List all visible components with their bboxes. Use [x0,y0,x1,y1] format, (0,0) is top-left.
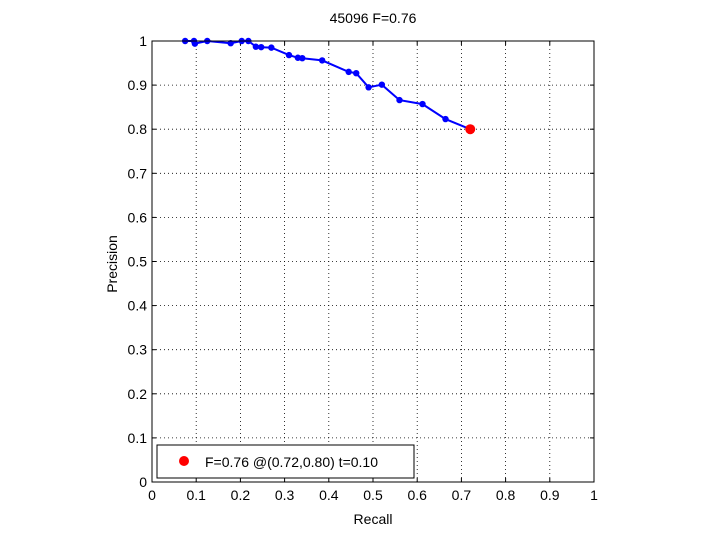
data-point [345,68,352,76]
data-point [365,84,372,91]
legend-box [156,444,415,479]
y-tick-label: 0.3 [128,342,148,358]
y-tick-label: 0.5 [128,254,148,270]
series [181,37,476,135]
axis-ticks: 0 0.1 0.2 0.3 0.4 0.5 0.6 0.7 0.8 0.9 1 0 0.1 0.2 0.3 0… [128,33,599,503]
data-point [191,40,199,47]
plot-frame [151,40,595,483]
y-tick-label: 0.1 [128,430,148,446]
y-tick-label: 0.4 [128,298,148,314]
y-tick-label: 0 [139,474,147,490]
best-f-point [465,124,476,135]
data-point [396,96,403,104]
data-point [257,43,265,51]
y-tick-label: 0.7 [128,165,148,181]
legend: F=0.76 @(0.72,0.80) t=0.10 [156,444,415,479]
x-tick-label: 0.9 [540,487,560,503]
data-point [353,69,360,77]
grid [152,41,594,482]
y-tick-label: 1 [139,33,147,49]
y-axis-label: Precision [104,235,120,293]
data-point [252,43,260,50]
data-point [268,44,275,51]
x-axis-label: Recall [354,511,393,527]
y-tick-label: 0.2 [128,386,148,402]
x-tick-label: 0.1 [186,487,206,503]
legend-label: F=0.76 @(0.72,0.80) t=0.10 [205,454,378,470]
series-line [185,39,471,131]
legend-marker [179,456,189,466]
data-point [227,40,234,47]
x-tick-label: 0.4 [319,487,339,503]
x-tick-label: 0.8 [496,487,516,503]
x-tick-label: 0.5 [363,487,383,503]
data-point [318,57,326,64]
x-tick-label: 1 [590,487,598,503]
data-point [419,100,426,108]
y-tick-label: 0.8 [128,121,148,137]
x-tick-label: 0.2 [231,487,251,503]
data-point [378,81,386,88]
y-tick-label: 0.9 [128,77,148,93]
x-tick-label: 0 [148,487,156,503]
data-point [299,54,306,62]
y-tick-label: 0.6 [128,209,148,225]
data-point [442,115,449,123]
data-point [285,51,293,59]
chart-title: 45096 F=0.76 [330,10,417,26]
x-tick-label: 0.6 [407,487,427,503]
x-tick-label: 0.7 [452,487,472,503]
x-tick-label: 0.3 [275,487,295,503]
